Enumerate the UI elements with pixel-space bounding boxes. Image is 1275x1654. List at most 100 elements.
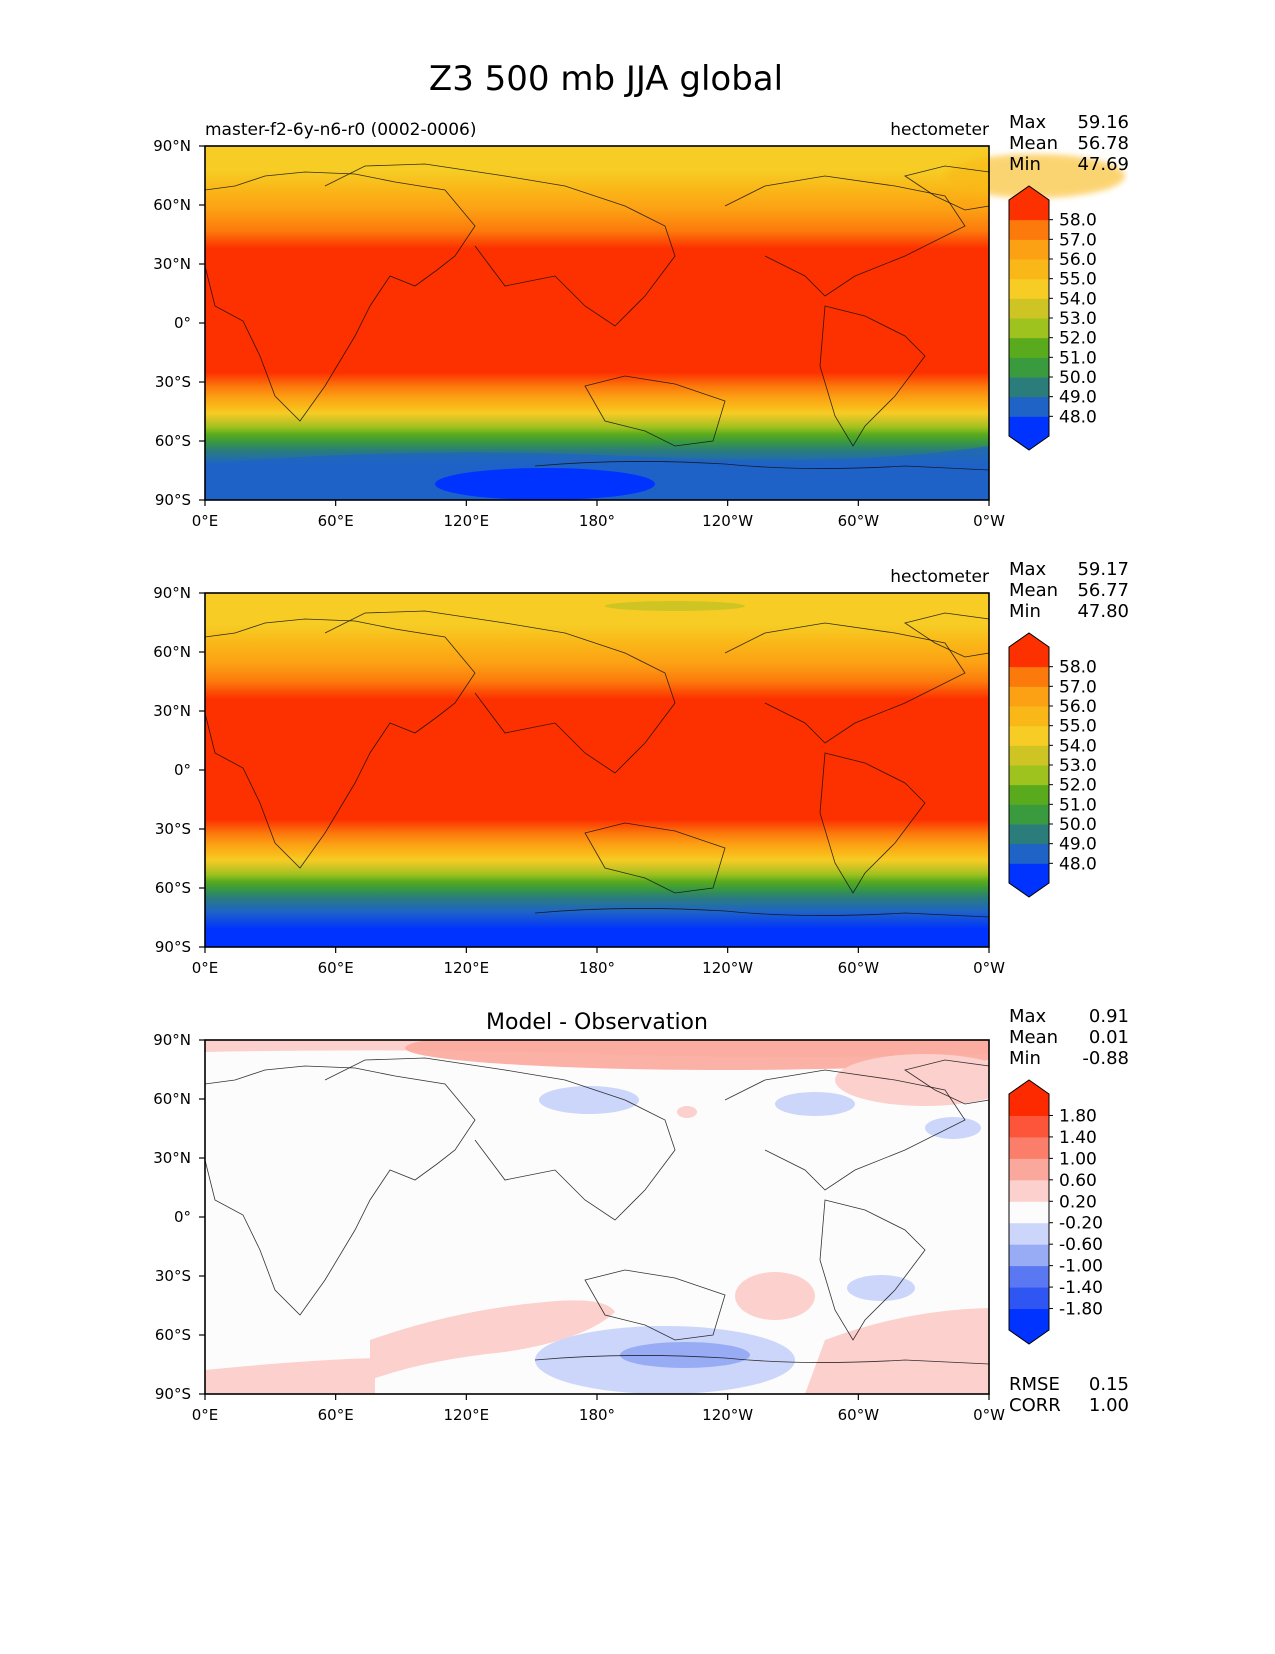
panel-model: 0°E 60°E 120°E 180° 120°W 60°W 0°W 90°N 60°N 30°N… [153, 112, 1129, 530]
coastline-path [584, 822, 726, 894]
colorbar-top-arrow [1009, 1080, 1049, 1094]
stat-name: Max [1009, 1006, 1047, 1027]
coastline-path [819, 1199, 926, 1341]
lon-tick-label: 60°E [318, 959, 354, 977]
stat-name: Mean [1009, 1027, 1058, 1048]
stat-name: Max [1009, 112, 1047, 133]
lon-tick-label: 120°W [702, 1406, 753, 1424]
stat-name: Min [1009, 154, 1041, 175]
stat-name: Mean [1009, 133, 1058, 154]
colorbar-label: 51.0 [1059, 348, 1097, 368]
coastline-path [584, 1269, 726, 1341]
colorbar-outline [1008, 632, 1050, 898]
figure-title: Z3 500 mb JJA global [429, 59, 783, 99]
colorbar-label: 55.0 [1059, 270, 1097, 290]
coastline-path [324, 1057, 676, 1221]
colorbar-segment [1009, 1094, 1049, 1116]
colorbar-segment [1009, 239, 1049, 260]
colorbar-label: 54.0 [1059, 736, 1097, 756]
colorbar-segment [1009, 200, 1049, 221]
lon-tick-label: 0°E [192, 959, 219, 977]
colorbar-segment [1009, 1308, 1049, 1331]
colorbar-segment [1009, 1244, 1049, 1267]
colorbar-segment [1009, 765, 1049, 786]
lat-tick-label: 60°N [153, 1090, 191, 1108]
lat-tick-label: 60°N [153, 196, 191, 214]
lon-tick-label: 0°E [192, 512, 219, 530]
colorbar-label: 57.0 [1059, 677, 1097, 697]
lat-tick-label: 30°S [155, 1267, 191, 1285]
colorbar-segment [1009, 1136, 1049, 1159]
map-field [205, 1040, 989, 1394]
colorbar-label: 56.0 [1059, 250, 1097, 270]
lon-tick-label: 0°W [973, 1406, 1005, 1424]
coastline-path [204, 171, 476, 422]
coastlines [204, 1057, 990, 1365]
colorbar-label: -1.00 [1059, 1257, 1103, 1277]
lon-tick-label: 120°E [444, 959, 490, 977]
lat-tick-label: 30°N [153, 255, 191, 273]
colorbar-label: -0.20 [1059, 1214, 1103, 1234]
colorbar-segment [1009, 1287, 1049, 1310]
colorbar-segment [1009, 725, 1049, 746]
lat-tick-label: 60°S [155, 432, 191, 450]
colorbar-segment [1009, 337, 1049, 358]
colorbar-label: 48.0 [1059, 407, 1097, 427]
lat-tick-label: 60°S [155, 1326, 191, 1344]
panel-units: hectometer [890, 120, 989, 140]
colorbar-segment [1009, 686, 1049, 707]
coastline-path [534, 461, 990, 471]
colorbar-segment [1009, 804, 1049, 825]
stat-value: -0.88 [1082, 1048, 1129, 1069]
colorbar-segment [1009, 706, 1049, 727]
panel-units: hectometer [890, 567, 989, 587]
coastline-path [584, 375, 726, 447]
coastline-path [724, 175, 966, 297]
colorbar-segment [1009, 1158, 1049, 1181]
colorbar: 58.057.056.055.054.053.052.051.050.049.0… [1008, 632, 1097, 898]
lon-tick-label: 120°E [444, 512, 490, 530]
panel-observation: 0°E 60°E 120°E 180° 120°W 60°W 0°W 90°N 60°N 30°N… [153, 559, 1129, 977]
lon-tick-label: 60°W [838, 512, 880, 530]
colorbar-segment [1009, 824, 1049, 845]
panel-left-label: master-f2-6y-n6-r0 (0002-0006) [205, 120, 477, 140]
colorbar-label: 48.0 [1059, 854, 1097, 874]
lon-tick-label: 0°W [973, 512, 1005, 530]
lon-tick-label: 0°E [192, 1406, 219, 1424]
colorbar-label: 58.0 [1059, 211, 1097, 231]
lat-tick-label: 90°S [155, 491, 191, 509]
colorbar-label: 52.0 [1059, 329, 1097, 349]
lat-tick-label: 0° [174, 314, 191, 332]
coastline-path [724, 1069, 966, 1191]
map-field [205, 593, 989, 947]
lon-tick-label: 60°E [318, 1406, 354, 1424]
lat-tick-label: 90°N [153, 1031, 191, 1049]
colorbar-outline [1008, 185, 1050, 451]
lat-tick-label: 30°N [153, 702, 191, 720]
colorbar-label: 1.80 [1059, 1106, 1097, 1126]
colorbar-segment [1009, 396, 1049, 417]
colorbar-segment [1009, 377, 1049, 398]
lat-tick-label: 0° [174, 761, 191, 779]
colorbar-label: 58.0 [1059, 658, 1097, 678]
stat-value: 59.16 [1077, 112, 1129, 133]
lat-tick-label: 90°N [153, 137, 191, 155]
colorbar-label: 51.0 [1059, 795, 1097, 815]
colorbar-segment [1009, 1115, 1049, 1138]
lat-tick-label: 30°S [155, 820, 191, 838]
map-field [205, 146, 1125, 500]
colorbar-label: 1.00 [1059, 1149, 1097, 1169]
lon-tick-label: 60°W [838, 1406, 880, 1424]
coastlines [204, 163, 990, 471]
lat-tick-label: 30°N [153, 1149, 191, 1167]
colorbar-label: -1.80 [1059, 1300, 1103, 1320]
colorbar-label: 0.20 [1059, 1192, 1097, 1212]
colorbar-top-arrow [1009, 186, 1049, 200]
colorbar: 1.801.401.000.600.20-0.20-0.60-1.00-1.40… [1008, 1079, 1103, 1345]
colorbar-segment [1009, 318, 1049, 339]
lat-tick-label: 90°S [155, 1385, 191, 1403]
colorbar-segment [1009, 278, 1049, 299]
stat-value: 56.77 [1077, 580, 1129, 601]
colorbar-label: 55.0 [1059, 717, 1097, 737]
coastline-path [324, 610, 676, 774]
